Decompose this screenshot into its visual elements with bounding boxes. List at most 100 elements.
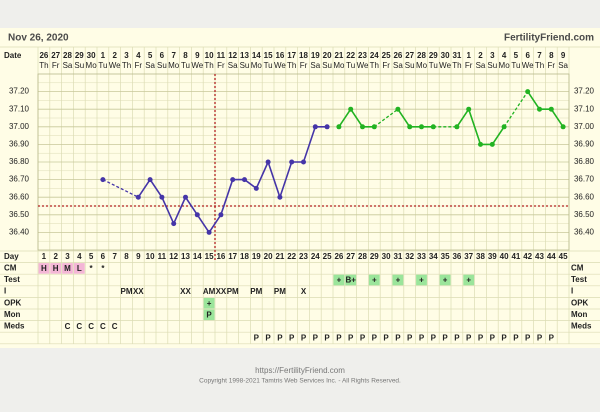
cell-text: B+	[345, 276, 356, 285]
site-name[interactable]: FertilityFriend.com	[504, 33, 594, 44]
day-number: 24	[311, 252, 320, 261]
y-tick-label-right: 36.40	[574, 228, 595, 237]
date-label: 28	[63, 51, 72, 60]
cell-text: P	[513, 334, 519, 343]
date-label: 9	[561, 51, 566, 60]
cell-text: +	[443, 276, 448, 285]
weekday-label: Sa	[63, 61, 73, 70]
weekday-label: We	[522, 61, 534, 70]
cell-text: P	[537, 334, 543, 343]
day-number: 35	[441, 252, 450, 261]
date-label: 23	[358, 51, 367, 60]
weekday-label: Su	[240, 61, 250, 70]
temperature-point	[560, 124, 566, 130]
day-label: Day	[4, 252, 19, 261]
cell-text: C	[88, 322, 94, 331]
date-label: 10	[205, 51, 214, 60]
cell-text: XX	[180, 287, 191, 296]
day-number: 5	[89, 252, 94, 261]
date-label: 27	[51, 51, 60, 60]
cell-highlight	[345, 274, 357, 286]
temperature-point	[430, 124, 436, 130]
cell-text: PM	[121, 287, 133, 296]
date-label: 6	[160, 51, 165, 60]
day-number: 31	[393, 252, 402, 261]
weekday-label: Th	[370, 61, 379, 70]
row-label: OPK	[4, 298, 22, 307]
weekday-label: Fr	[465, 61, 473, 70]
temperature-point	[218, 212, 224, 218]
date-label: 30	[441, 51, 450, 60]
date-label: 25	[382, 51, 391, 60]
y-tick-label: 36.60	[9, 192, 30, 201]
day-number: 11	[158, 252, 167, 261]
copyright: Copyright 1998-2021 Tamtris Web Services…	[199, 378, 401, 385]
cell-text: +	[372, 276, 377, 285]
y-tick-label: 36.70	[9, 175, 30, 184]
date-label: 24	[370, 51, 379, 60]
temperature-point	[537, 106, 542, 112]
temperature-point	[159, 194, 165, 200]
weekday-label: Su	[405, 61, 415, 70]
temperature-point	[360, 124, 365, 130]
cell-text: *	[90, 264, 94, 273]
cell-text: C	[112, 322, 118, 331]
day-number: 36	[452, 252, 461, 261]
weekday-label: Th	[122, 61, 131, 70]
day-number: 19	[252, 252, 261, 261]
cell-text: P	[431, 334, 437, 343]
weekday-label: Mo	[499, 61, 511, 70]
date-label: 26	[39, 51, 48, 60]
day-number: 45	[559, 252, 568, 261]
day-number: 22	[287, 252, 296, 261]
plot-frame	[37, 73, 570, 251]
date-label: 3	[124, 51, 129, 60]
cell-text: P	[289, 334, 295, 343]
temperature-point	[277, 194, 283, 200]
date-label: 1	[466, 51, 471, 60]
date-label: 12	[228, 51, 237, 60]
cell-text: C	[76, 322, 82, 331]
weekday-label: Mo	[333, 61, 345, 70]
date-label: 4	[502, 51, 507, 60]
cell-highlight	[368, 274, 380, 286]
date-label: 21	[334, 51, 343, 60]
row-label: Meds	[4, 322, 25, 331]
gap-connector	[102, 179, 139, 198]
day-number: 38	[476, 252, 485, 261]
day-number: 44	[547, 252, 556, 261]
temperature-line	[338, 107, 375, 128]
weekday-label: Sa	[310, 61, 320, 70]
day-number: 9	[136, 252, 141, 261]
temperature-line	[527, 91, 564, 128]
row-label-right: I	[571, 287, 573, 296]
footer-url[interactable]: https://FertilityFriend.com	[255, 366, 345, 375]
cell-text: P	[336, 334, 342, 343]
temperature-point	[371, 124, 377, 130]
temperature-point	[135, 194, 141, 200]
cell-highlight	[392, 274, 404, 286]
temperature-point	[489, 141, 495, 147]
cell-text: P	[324, 334, 330, 343]
day-number: 37	[464, 252, 473, 261]
weekday-label: Sa	[145, 61, 155, 70]
y-tick-label-right: 36.90	[574, 140, 595, 149]
cell-text: P	[419, 334, 425, 343]
day-number: 13	[181, 252, 190, 261]
cell-text: P	[206, 310, 212, 319]
day-number: 6	[101, 252, 106, 261]
weekday-label: Th	[287, 61, 296, 70]
cell-text: P	[301, 334, 307, 343]
day-number: 27	[346, 252, 355, 261]
cell-text: XX	[133, 287, 144, 296]
weekday-label: Mo	[86, 61, 98, 70]
cell-text: XX	[216, 287, 227, 296]
cell-highlight	[463, 274, 475, 286]
weekday-label: Th	[39, 61, 48, 70]
row-label-right: Test	[571, 275, 587, 284]
date-label: 27	[405, 51, 414, 60]
cell-text: AM	[203, 287, 216, 296]
cell-highlight	[416, 274, 427, 286]
weekday-label: Th	[535, 61, 544, 70]
cell-text: P	[383, 334, 389, 343]
